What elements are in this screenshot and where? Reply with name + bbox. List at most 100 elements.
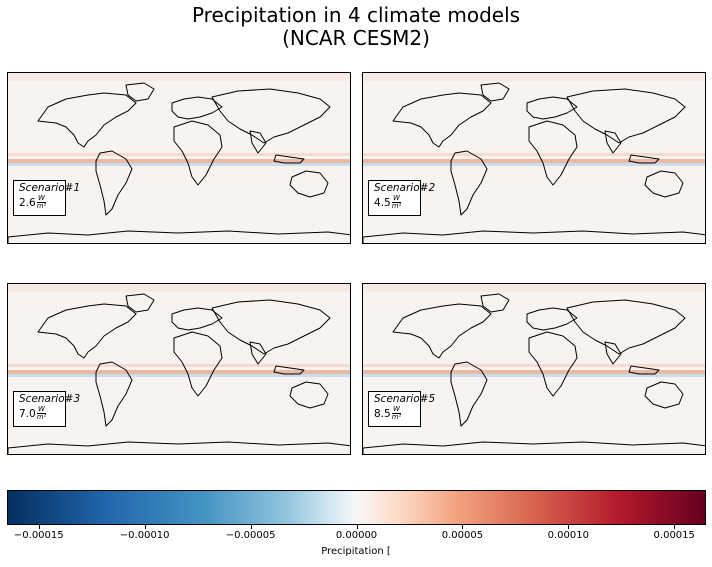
forcing-value: 4.5 xyxy=(374,196,391,209)
coastline xyxy=(480,293,510,313)
coastline xyxy=(450,361,488,427)
coastline xyxy=(173,120,223,186)
coastline xyxy=(480,82,510,102)
coastline xyxy=(125,293,155,313)
coastline xyxy=(604,130,622,154)
precipitation-anomaly-band xyxy=(363,159,705,163)
precipitation-anomaly-band xyxy=(363,73,705,81)
colorbar xyxy=(7,490,706,525)
precipitation-anomaly-band xyxy=(8,73,350,81)
precipitation-anomaly-band xyxy=(8,364,350,367)
precipitation-anomaly-band xyxy=(8,159,350,163)
forcing-value: 2.6 xyxy=(19,196,36,209)
coastline xyxy=(171,96,223,120)
colorbar-tick-label: 0.00010 xyxy=(547,530,589,541)
precipitation-anomaly-band xyxy=(363,374,705,377)
colorbar-tick-label: −0.00015 xyxy=(13,530,64,541)
coastline xyxy=(37,92,137,148)
precipitation-anomaly-band xyxy=(8,284,350,292)
colorbar-label: Precipitation [ xyxy=(321,546,391,557)
coastline xyxy=(566,299,686,355)
precipitation-anomaly-band xyxy=(8,370,350,374)
figure-title: Precipitation in 4 climate models (NCAR … xyxy=(0,4,712,50)
world-map xyxy=(363,73,705,243)
coastline xyxy=(95,361,133,427)
precipitation-anomaly-band xyxy=(8,163,350,166)
precipitation-anomaly-band xyxy=(8,374,350,377)
precipitation-anomaly-band xyxy=(363,163,705,166)
colorbar-tick-mark xyxy=(144,525,146,529)
coastline xyxy=(528,331,578,397)
coastline xyxy=(566,88,686,144)
coastline xyxy=(392,92,492,148)
precipitation-anomaly-band xyxy=(8,153,350,156)
coastline xyxy=(171,307,223,331)
coastline xyxy=(211,299,331,355)
scenario-name: Scenario#3 xyxy=(19,393,81,405)
world-map xyxy=(8,73,350,243)
precipitation-anomaly-band xyxy=(363,284,705,292)
colorbar-tick-mark xyxy=(250,525,252,529)
coastline xyxy=(8,230,350,243)
precipitation-anomaly-band xyxy=(363,364,705,367)
coastline xyxy=(528,120,578,186)
coastline xyxy=(173,331,223,397)
coastline xyxy=(289,170,329,198)
coastline xyxy=(211,88,331,144)
coastline xyxy=(644,381,684,409)
coastline xyxy=(249,341,267,365)
coastline xyxy=(125,82,155,102)
colorbar-tick-mark xyxy=(38,525,40,529)
coastline xyxy=(249,130,267,154)
world-map xyxy=(8,284,350,454)
coastline xyxy=(363,441,705,454)
scenario-name: Scenario#5 xyxy=(374,393,436,405)
coastline xyxy=(526,307,578,331)
colorbar-tick-label: −0.00005 xyxy=(225,530,276,541)
forcing-value: 8.5 xyxy=(374,407,391,420)
colorbar-tick-label: −0.00010 xyxy=(119,530,170,541)
scenario-name: Scenario#2 xyxy=(374,182,436,194)
coastline xyxy=(526,96,578,120)
title-line-2: (NCAR CESM2) xyxy=(282,26,430,50)
world-map xyxy=(363,284,705,454)
coastline xyxy=(289,381,329,409)
coastline xyxy=(273,154,305,164)
forcing-value: 7.0 xyxy=(19,407,36,420)
coastline xyxy=(8,441,350,454)
colorbar-tick-mark xyxy=(462,525,464,529)
coastline xyxy=(392,303,492,359)
coastline xyxy=(628,365,660,375)
precipitation-anomaly-band xyxy=(363,370,705,374)
coastline xyxy=(604,341,622,365)
coastline xyxy=(644,170,684,198)
colorbar-tick-label: 0.00015 xyxy=(653,530,695,541)
coastline xyxy=(450,150,488,216)
colorbar-tick-mark xyxy=(356,525,358,529)
title-line-1: Precipitation in 4 climate models xyxy=(191,3,521,27)
coastline xyxy=(363,230,705,243)
colorbar-tick-label: 0.00005 xyxy=(441,530,484,541)
colorbar-tick-mark xyxy=(674,525,676,529)
scenario-name: Scenario#1 xyxy=(19,182,81,194)
coastline xyxy=(628,154,660,164)
coastline xyxy=(37,303,137,359)
colorbar-tick-mark xyxy=(568,525,570,529)
colorbar-tick-label: 0.00000 xyxy=(335,530,378,541)
precipitation-anomaly-band xyxy=(363,153,705,156)
colorbar-ticks: −0.00015 −0.00010 −0.00005 0.00000 0.00005 0.… xyxy=(7,525,706,565)
coastline xyxy=(273,365,305,375)
coastline xyxy=(95,150,133,216)
